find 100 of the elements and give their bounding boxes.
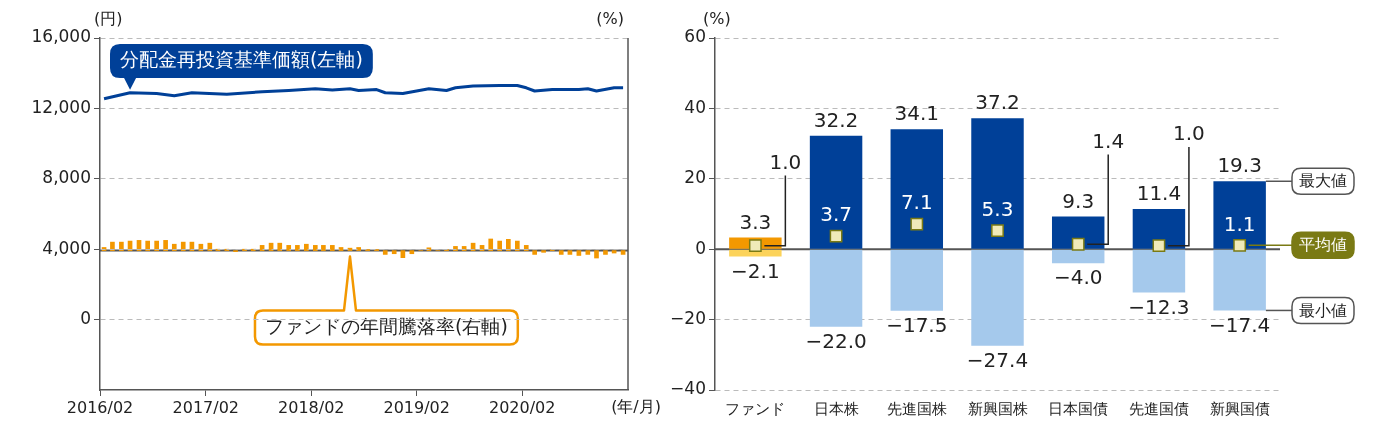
x-tick-label: 新興国株 bbox=[967, 399, 1028, 418]
bar bbox=[312, 245, 318, 251]
data-label: −22.0 bbox=[805, 328, 867, 353]
bar bbox=[603, 250, 608, 255]
point bbox=[1071, 237, 1085, 251]
bar bbox=[971, 118, 1024, 249]
y-tick-label: 40 bbox=[684, 96, 706, 117]
data-label: 1.4 bbox=[1092, 128, 1125, 153]
bar bbox=[154, 240, 159, 251]
legend-label: 平均値 bbox=[1299, 235, 1347, 255]
bar bbox=[809, 135, 863, 249]
bar bbox=[620, 250, 626, 255]
data-label: 7.1 bbox=[900, 190, 933, 215]
bar bbox=[1051, 216, 1105, 249]
bar bbox=[171, 243, 177, 251]
bar bbox=[391, 250, 397, 255]
bar bbox=[506, 239, 511, 251]
bar bbox=[382, 250, 388, 255]
series-label: 分配金再投資基準価額(左軸) bbox=[120, 47, 363, 70]
x-tick-label: 新興国債 bbox=[1209, 399, 1270, 418]
bar bbox=[1213, 181, 1266, 249]
data-label: 32.2 bbox=[813, 108, 859, 133]
bar bbox=[809, 249, 863, 327]
point bbox=[1233, 238, 1247, 252]
bar bbox=[576, 250, 582, 256]
x-tick-label: 2016/02 bbox=[66, 397, 134, 417]
point bbox=[991, 224, 1004, 237]
data-label: 1.1 bbox=[1223, 211, 1256, 236]
y2-axis-title: (%) bbox=[596, 9, 624, 29]
data-label: 37.2 bbox=[975, 90, 1020, 115]
x-tick-label: 2018/02 bbox=[278, 397, 345, 417]
data-label: 11.4 bbox=[1136, 181, 1182, 206]
bar bbox=[330, 245, 335, 251]
x-tick-label: 2019/02 bbox=[383, 397, 450, 417]
x-tick-label: 先進国株 bbox=[886, 399, 947, 418]
point bbox=[1152, 239, 1166, 253]
y-tick-label: 20 bbox=[684, 167, 706, 188]
point bbox=[748, 239, 762, 253]
data-label: 5.3 bbox=[981, 196, 1014, 221]
bar bbox=[971, 249, 1024, 346]
data-label: −4.0 bbox=[1053, 265, 1103, 290]
y-tick-label: 8,000 bbox=[42, 167, 91, 188]
y-axis-title: (円) bbox=[94, 9, 123, 29]
bar bbox=[890, 249, 944, 311]
bar bbox=[356, 247, 361, 251]
text: 最小値 bbox=[1299, 300, 1347, 320]
x-tick-label: 日本国債 bbox=[1048, 399, 1109, 418]
data-label: 1.0 bbox=[769, 149, 802, 174]
x-tick-label: 日本株 bbox=[813, 399, 859, 418]
bar bbox=[523, 245, 529, 251]
y-tick-label: 12,000 bbox=[31, 96, 91, 117]
bar bbox=[180, 241, 186, 251]
data-label: 34.1 bbox=[894, 101, 940, 126]
x-tick-label: 2020/02 bbox=[488, 397, 556, 417]
bar bbox=[321, 245, 326, 251]
data-label: 1.0 bbox=[1173, 121, 1205, 146]
bar bbox=[1213, 249, 1266, 311]
bar bbox=[304, 243, 309, 251]
bar bbox=[532, 250, 537, 255]
bar bbox=[207, 242, 213, 251]
data-label: −17.5 bbox=[886, 313, 948, 337]
bar bbox=[295, 245, 300, 251]
y-tick-label: 4,000 bbox=[42, 237, 91, 258]
data-label: 19.3 bbox=[1217, 153, 1262, 178]
y-tick-label: −20 bbox=[670, 308, 706, 329]
text: 最大値 bbox=[1299, 171, 1347, 191]
bar bbox=[1132, 249, 1186, 293]
y-tick-label: −40 bbox=[670, 378, 706, 399]
x-tick-label: ファンド bbox=[725, 399, 786, 418]
bar bbox=[558, 250, 564, 255]
y-tick-label: 0 bbox=[695, 237, 706, 258]
bar bbox=[541, 250, 546, 253]
y-tick-label: 16,000 bbox=[31, 26, 91, 47]
bar bbox=[594, 250, 599, 259]
point bbox=[829, 229, 843, 243]
bar bbox=[585, 250, 591, 255]
bar bbox=[110, 241, 115, 251]
bar bbox=[1132, 209, 1186, 249]
data-label: −2.1 bbox=[731, 258, 780, 283]
data-label: −17.4 bbox=[1208, 312, 1271, 337]
x-tick-label: 先進国債 bbox=[1128, 399, 1189, 418]
bar bbox=[497, 240, 503, 251]
bar bbox=[145, 240, 151, 251]
bar bbox=[119, 241, 124, 251]
data-label: −12.3 bbox=[1128, 294, 1190, 319]
bar bbox=[286, 245, 292, 251]
point bbox=[910, 217, 924, 231]
data-label: 3.7 bbox=[820, 202, 852, 227]
y-tick-label: 0 bbox=[80, 308, 91, 329]
y-axis-title: (%) bbox=[703, 9, 731, 29]
bar bbox=[409, 250, 415, 255]
x-axis-title: (年/月) bbox=[611, 397, 661, 417]
bar bbox=[514, 240, 520, 251]
bar bbox=[729, 249, 782, 257]
bar bbox=[890, 129, 944, 249]
data-label: −27.4 bbox=[966, 347, 1029, 372]
bar bbox=[163, 240, 168, 251]
data-label: 9.3 bbox=[1062, 188, 1095, 213]
x-tick-label: 2017/02 bbox=[172, 397, 240, 417]
bar bbox=[567, 250, 573, 255]
